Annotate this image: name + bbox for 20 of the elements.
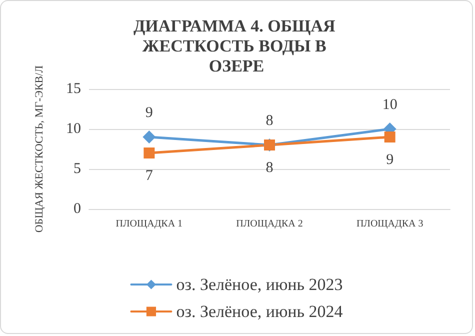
chart-title: ДИАГРАММА 4. ОБЩАЯ ЖЕСТКОСТЬ ВОДЫ В ОЗЕРЕ: [133, 16, 340, 76]
point: [144, 148, 155, 158]
data-label: 9: [386, 152, 394, 168]
data-label: 9: [145, 105, 153, 121]
y-axis-title: ОБЩАЯ ЖЕСТКОСТЬ, МГ-ЭКВ/Л: [34, 64, 46, 233]
y-tick-label: 15: [66, 81, 81, 97]
point: [142, 130, 156, 144]
x-tick-label: ПЛОЩАДКА 2: [236, 218, 303, 230]
legend-label: оз. Зелёное, июнь 2023: [176, 275, 343, 294]
data-label: 7: [145, 168, 154, 184]
y-tick-label: 0: [74, 201, 81, 217]
data-label: 8: [266, 113, 274, 129]
legend-label: оз. Зелёное, июнь 2024: [176, 302, 344, 321]
point: [384, 132, 396, 142]
x-tick-label: ПЛОЩАДКА 3: [356, 218, 424, 230]
data-label: 8: [266, 160, 274, 176]
y-tick-label: 5: [74, 161, 81, 177]
x-tick-label: ПЛОЩАДКА 1: [116, 218, 183, 230]
data-label: 10: [382, 97, 398, 113]
y-tick-label: 10: [66, 121, 81, 137]
